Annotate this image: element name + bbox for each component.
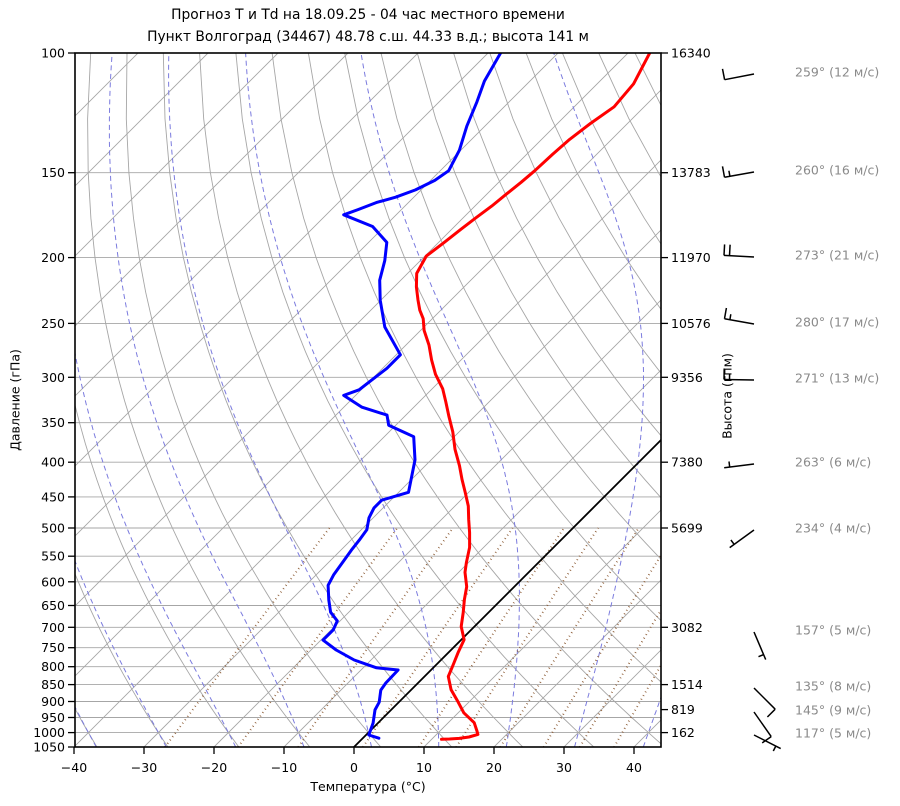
pressure-tick-label: 150 bbox=[41, 165, 65, 180]
isotherms bbox=[75, 53, 661, 747]
plot-frame bbox=[74, 52, 662, 748]
wind-annotation: 135° (8 м/с) bbox=[795, 679, 871, 694]
wind-annotation: 280° (17 м/с) bbox=[795, 315, 879, 330]
chart-subtitle: Пункт Волгоград (34467) 48.78 с.ш. 44.33… bbox=[147, 29, 589, 45]
pressure-tick-label: 550 bbox=[41, 549, 65, 564]
wind-barb bbox=[753, 687, 776, 718]
height-tick-label: 1514 bbox=[671, 677, 703, 692]
wind-annotation: 260° (16 м/с) bbox=[795, 163, 879, 178]
temperature-tick-label: 30 bbox=[556, 760, 572, 775]
wind-annotation: 117° (5 м/с) bbox=[795, 726, 871, 741]
pressure-tick-label: 750 bbox=[41, 640, 65, 655]
wind-annotation: 145° (9 м/с) bbox=[795, 703, 871, 718]
moist-adiabats bbox=[75, 53, 661, 747]
pressure-tick-label: 100 bbox=[41, 46, 65, 61]
wind-annotation: 273° (21 м/с) bbox=[795, 248, 879, 263]
pressure-tick-label: 600 bbox=[41, 574, 65, 589]
pressure-tick-label: 900 bbox=[41, 694, 65, 709]
pressure-tick-label: 700 bbox=[41, 620, 65, 635]
pressure-tick-label: 850 bbox=[41, 677, 65, 692]
temperature-axis-label: Температура (°C) bbox=[310, 779, 426, 794]
wind-barb bbox=[723, 307, 755, 325]
wind-barb bbox=[753, 631, 767, 660]
height-tick-label: 9356 bbox=[671, 370, 703, 385]
temperature-tick-label: 10 bbox=[416, 760, 432, 775]
pressure-tick-label: 250 bbox=[41, 316, 65, 331]
height-tick-label: 10576 bbox=[671, 316, 711, 331]
temperature-tick-label: 0 bbox=[350, 760, 358, 775]
zero-isotherm bbox=[353, 438, 661, 747]
plot-background bbox=[75, 53, 661, 747]
wind-annotation: 234° (4 м/с) bbox=[795, 521, 871, 536]
wind-annotation: 259° (12 м/с) bbox=[795, 65, 879, 80]
wind-barb bbox=[729, 529, 755, 549]
wind-barb bbox=[723, 368, 755, 381]
pressure-gridlines bbox=[75, 53, 661, 747]
dewpoint-curve bbox=[321, 53, 503, 740]
pressure-tick-label: 300 bbox=[41, 370, 65, 385]
pressure-tick-label: 500 bbox=[41, 521, 65, 536]
temperature-curve bbox=[414, 53, 652, 741]
wind-annotation: 157° (5 м/с) bbox=[795, 623, 871, 638]
height-axis-label: Высота (гпм) bbox=[719, 353, 735, 439]
pressure-tick-label: 1050 bbox=[33, 740, 65, 755]
pressure-tick-label: 1000 bbox=[33, 725, 65, 740]
pressure-tick-label: 350 bbox=[41, 415, 65, 430]
temperature-tick-label: −30 bbox=[131, 760, 157, 775]
temperature-tick-label: −40 bbox=[61, 760, 87, 775]
height-tick-label: 3082 bbox=[671, 620, 703, 635]
height-tick-label: 13783 bbox=[671, 165, 711, 180]
height-tick-label: 16340 bbox=[671, 46, 711, 61]
wind-barb bbox=[753, 734, 782, 752]
pressure-tick-label: 450 bbox=[41, 489, 65, 504]
pressure-tick-label: 400 bbox=[41, 455, 65, 470]
chart-title: Прогноз T и Td на 18.09.25 - 04 час мест… bbox=[171, 7, 565, 23]
wind-barb bbox=[723, 244, 755, 258]
wind-barbs: 259° (12 м/с) 260° (16 м/с) 273° (21 м/с) 2… bbox=[721, 65, 879, 752]
temperature-tick-label: −20 bbox=[201, 760, 227, 775]
pressure-tick-label: 650 bbox=[41, 598, 65, 613]
pressure-tick-label: 800 bbox=[41, 659, 65, 674]
wind-annotation: 271° (13 м/с) bbox=[795, 371, 879, 386]
wind-barb bbox=[721, 166, 755, 178]
height-tick-label: 819 bbox=[671, 702, 695, 717]
wind-barb bbox=[721, 68, 755, 81]
temperature-tick-label: 20 bbox=[486, 760, 502, 775]
pressure-axis-label: Давление (гПа) bbox=[7, 349, 23, 451]
wind-barb bbox=[753, 711, 772, 744]
height-tick-label: 162 bbox=[671, 725, 695, 740]
height-tick-label: 5699 bbox=[671, 521, 703, 536]
height-tick-label: 11970 bbox=[671, 250, 711, 265]
wind-annotation: 263° (6 м/с) bbox=[795, 455, 871, 470]
pressure-tick-label: 200 bbox=[41, 250, 65, 265]
wind-barb bbox=[724, 461, 755, 469]
pressure-tick-label: 950 bbox=[41, 710, 65, 725]
dry-adiabats bbox=[75, 53, 661, 747]
temperature-tick-label: 40 bbox=[626, 760, 642, 775]
axis-ticks: 1001502002503003504004505005506006507007… bbox=[33, 46, 711, 776]
height-tick-label: 7380 bbox=[671, 455, 703, 470]
temperature-tick-label: −10 bbox=[271, 760, 297, 775]
mixing-ratio-lines bbox=[164, 527, 661, 747]
